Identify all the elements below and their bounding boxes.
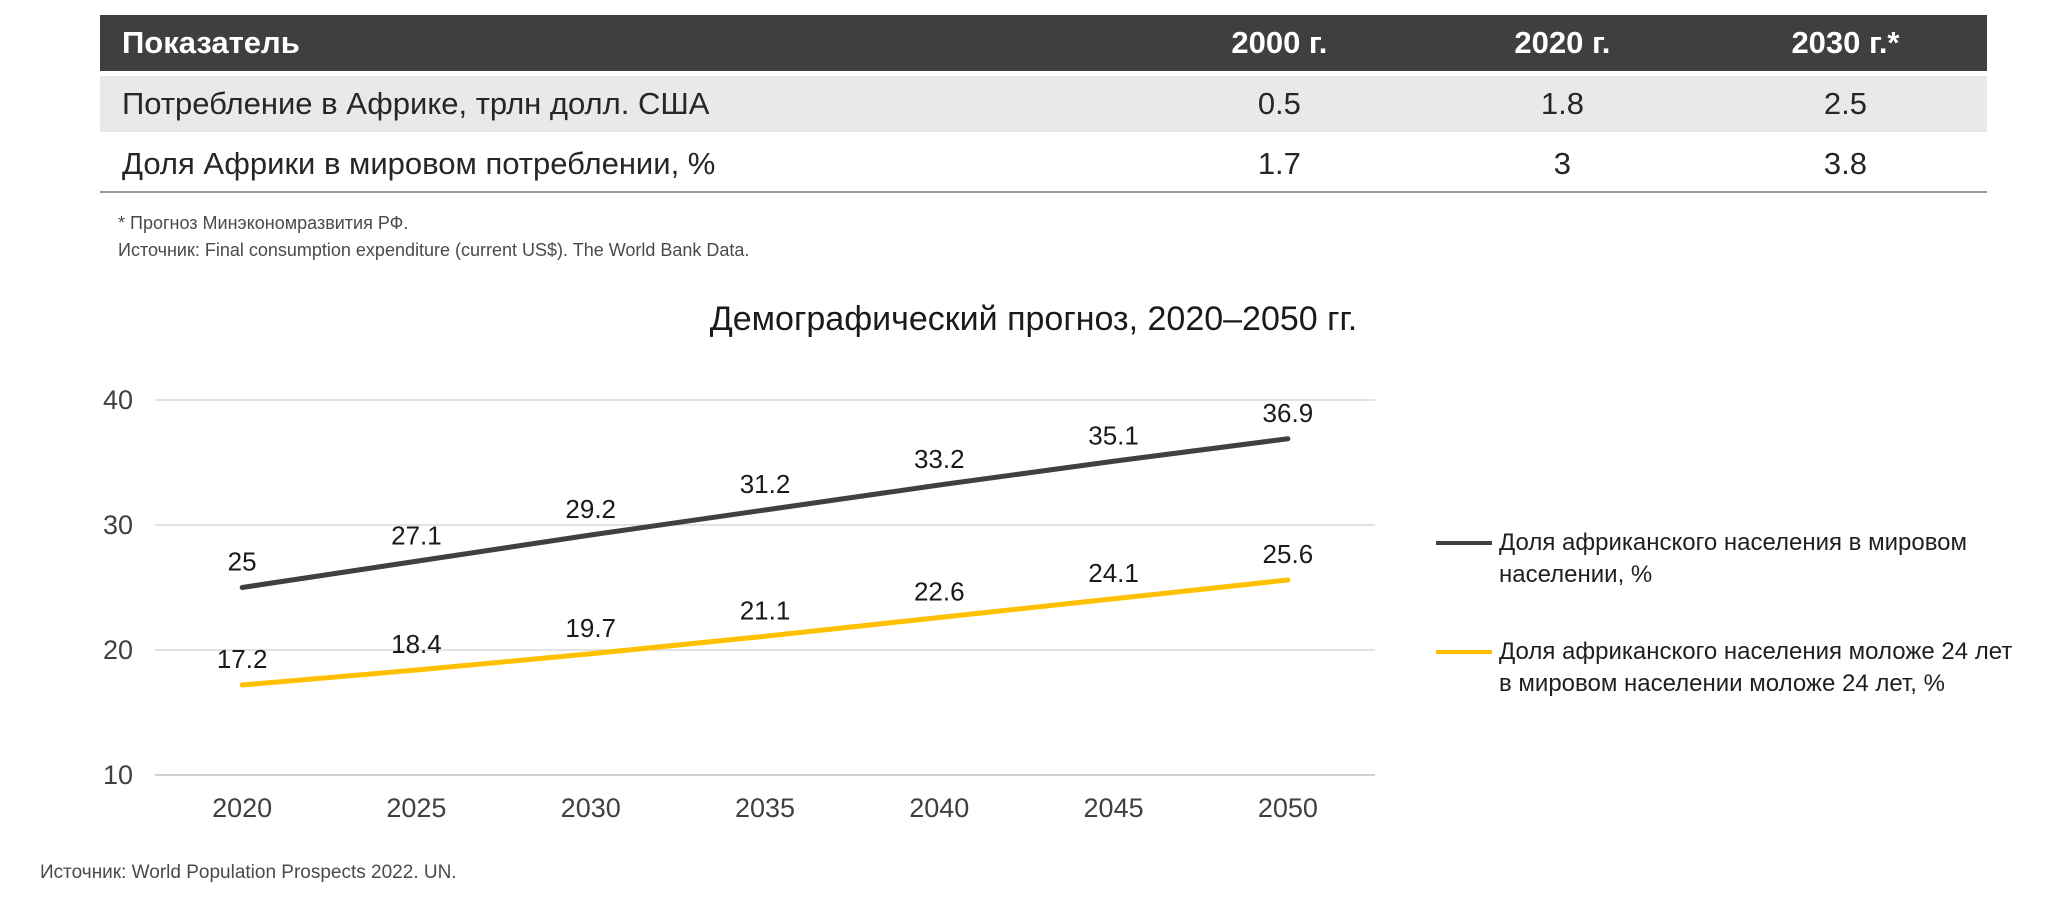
indicators-table-wrap: Показатель 2000 г. 2020 г. 2030 г.* Потр…	[100, 10, 1987, 198]
svg-text:2040: 2040	[909, 793, 969, 823]
legend-line-swatch-dark	[1436, 541, 1492, 545]
svg-text:19.7: 19.7	[565, 613, 616, 643]
svg-text:25.6: 25.6	[1263, 539, 1314, 569]
svg-text:21.1: 21.1	[740, 595, 791, 625]
svg-text:18.4: 18.4	[391, 629, 442, 659]
svg-text:30: 30	[103, 510, 133, 540]
svg-text:24.1: 24.1	[1088, 558, 1139, 588]
legend-item: Доля африканского населения в мировом на…	[1436, 527, 2027, 590]
chart-source-note: Источник: World Population Prospects 202…	[40, 862, 457, 883]
svg-text:2020: 2020	[212, 793, 272, 823]
svg-text:29.2: 29.2	[565, 494, 616, 524]
cell-value: 2.5	[1703, 76, 1987, 132]
svg-text:20: 20	[103, 635, 133, 665]
svg-text:2045: 2045	[1084, 793, 1144, 823]
table-row: Доля Африки в мировом потреблении, % 1.7…	[100, 137, 1987, 193]
row-label: Потребление в Африке, трлн долл. США	[100, 76, 1138, 132]
row-label: Доля Африки в мировом потреблении, %	[100, 137, 1138, 193]
chart-section: Демографический прогноз, 2020–2050 гг. 1…	[40, 300, 2027, 884]
chart-title: Демографический прогноз, 2020–2050 гг.	[709, 300, 1358, 338]
col-header-2000: 2000 г.	[1137, 15, 1421, 71]
svg-text:2050: 2050	[1258, 793, 1318, 823]
cell-value: 1.8	[1420, 76, 1704, 132]
col-header-2030: 2030 г.*	[1703, 15, 1987, 71]
svg-text:17.2: 17.2	[217, 644, 268, 674]
cell-value: 3	[1420, 137, 1704, 193]
col-header-2020: 2020 г.	[1420, 15, 1704, 71]
svg-text:40: 40	[103, 385, 133, 415]
table-footnote-forecast: * Прогноз Минэкономразвития РФ.	[118, 213, 409, 233]
col-header-indicator: Показатель	[100, 15, 1138, 71]
svg-text:2025: 2025	[386, 793, 446, 823]
cell-value: 3.8	[1703, 137, 1987, 193]
chart-flex: 10 20 30 40 2020 2025 2030 2035 2040 2045 2050 25 27…	[40, 345, 2027, 850]
legend-item: Доля африканского населения моложе 24 ле…	[1436, 636, 2027, 699]
legend-label: Доля африканского населения в мировом на…	[1499, 529, 1968, 588]
cell-value: 1.7	[1137, 137, 1421, 193]
svg-text:10: 10	[103, 760, 133, 790]
legend-line-swatch-yellow	[1436, 650, 1492, 655]
indicators-table: Показатель 2000 г. 2020 г. 2030 г.* Потр…	[100, 10, 1987, 198]
svg-text:22.6: 22.6	[914, 577, 965, 607]
svg-text:25: 25	[228, 547, 257, 577]
svg-text:2030: 2030	[561, 793, 621, 823]
chart-plot-area: 10 20 30 40 2020 2025 2030 2035 2040 2045 2050 25 27…	[40, 345, 1420, 850]
table-row: Потребление в Африке, трлн долл. США 0.5…	[100, 76, 1987, 132]
table-footnotes: * Прогноз Минэкономразвития РФ. Источник…	[118, 210, 2027, 264]
svg-text:2035: 2035	[735, 793, 795, 823]
svg-text:27.1: 27.1	[391, 520, 442, 550]
svg-text:35.1: 35.1	[1088, 420, 1139, 450]
svg-text:31.2: 31.2	[740, 469, 791, 499]
svg-text:36.9: 36.9	[1263, 398, 1314, 428]
chart-legend: Доля африканского населения в мировом на…	[1436, 345, 2027, 700]
legend-label: Доля африканского населения моложе 24 ле…	[1499, 638, 2013, 698]
table-header-row: Показатель 2000 г. 2020 г. 2030 г.*	[100, 15, 1987, 71]
cell-value: 0.5	[1137, 76, 1421, 132]
svg-text:33.2: 33.2	[914, 444, 965, 474]
table-footnote-source: Источник: Final consumption expenditure …	[118, 240, 750, 260]
